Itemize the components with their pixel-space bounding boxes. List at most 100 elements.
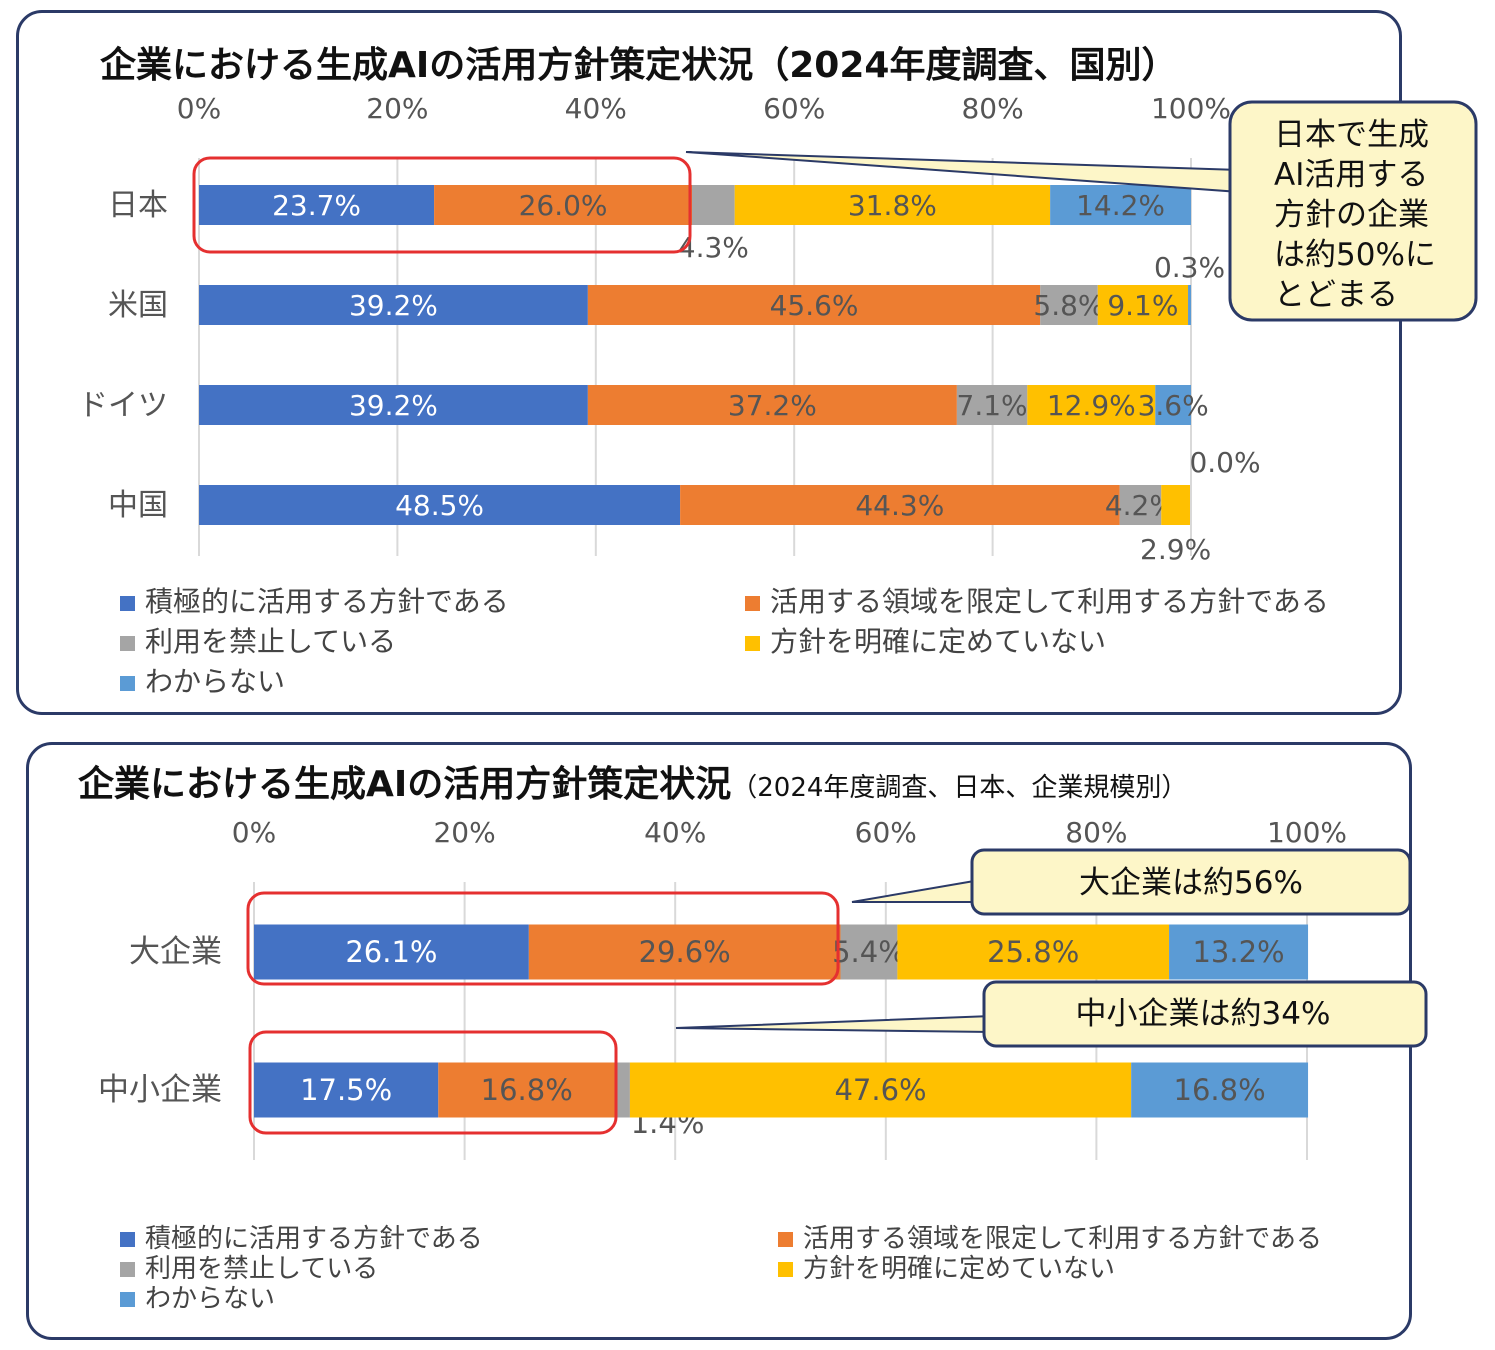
x-tick-label-1-0: 0%: [232, 816, 276, 849]
bar-segment-0-0-4: [1050, 185, 1191, 225]
data-label-0-3-0: 48.5%: [395, 489, 484, 522]
bar-segment-0-0-2: [692, 185, 735, 225]
chart-title-size-main: 企業における生成AIの活用方針策定状況: [78, 764, 732, 805]
legend-label-0-0: 積極的に活用する方針である: [145, 585, 509, 618]
data-label-0-2-4: 3.6%: [1138, 389, 1209, 422]
legend-swatch-0-0: [120, 595, 135, 611]
data-label-0-0-4: 14.2%: [1076, 189, 1165, 222]
callout-box-sme: [982, 980, 1428, 1048]
legend-label-1-1: 活用する領域を限定して利用する方針である: [803, 1224, 1322, 1254]
data-label-1-0-0: 26.1%: [345, 935, 437, 969]
bar-segment-0-3-1: [680, 485, 1120, 525]
category-label-0-3: 中国: [108, 488, 168, 523]
data-label-1-1-0: 17.5%: [300, 1073, 392, 1107]
bar-segment-1-1-4: [1131, 1062, 1309, 1118]
bar-segment-0-0-1: [434, 185, 693, 225]
bar-segment-1-0-0: [254, 924, 529, 980]
category-label-1-0: 大企業: [129, 934, 222, 970]
data-label-0-3-4: 0.0%: [1189, 446, 1260, 479]
data-label-1-1-1: 16.8%: [481, 1073, 573, 1107]
bar-segment-0-3-2: [1119, 485, 1162, 525]
callout-text-japan-line-2: 方針の企業: [1274, 197, 1429, 233]
category-label-1-1: 中小企業: [98, 1072, 222, 1108]
data-label-0-1-3: 9.1%: [1107, 289, 1178, 322]
data-label-0-0-3: 31.8%: [848, 189, 937, 222]
bar-segment-0-1-2: [1040, 285, 1098, 325]
data-label-0-0-2: 4.3%: [678, 231, 749, 264]
legend-swatch-0-1: [745, 595, 760, 611]
highlight-box-japan: [192, 156, 692, 254]
legend-swatch-0-3: [745, 635, 760, 651]
callout-text-japan-line-1: AI活用する: [1274, 157, 1428, 193]
bar-segment-1-1-0: [254, 1062, 439, 1118]
chart-subtitle-size: （2024年度調査、日本、企業規模別）: [731, 773, 1188, 803]
bar-segment-0-2-1: [587, 385, 957, 425]
x-tick-label-1-4: 80%: [1065, 816, 1127, 849]
bar-segment-0-1-3: [1097, 285, 1189, 325]
category-label-0-0: 日本: [108, 188, 168, 223]
data-label-0-1-0: 39.2%: [349, 289, 438, 322]
legend-swatch-0-4: [120, 675, 135, 691]
legend-swatch-1-0: [120, 1232, 135, 1247]
legend-label-1-4: わからない: [145, 1284, 276, 1314]
bar-segment-1-0-2: [840, 924, 898, 980]
chart-title-country: 企業における生成AIの活用方針策定状況（2024年度調査、国別）: [100, 45, 1178, 86]
category-label-0-2: ドイツ: [78, 388, 168, 423]
x-tick-label-0-4: 80%: [961, 92, 1023, 125]
data-label-0-1-4: 0.3%: [1154, 251, 1225, 284]
legend-item-0-0: 積極的に活用する方針である: [120, 580, 509, 620]
data-label-1-1-3: 47.6%: [834, 1073, 926, 1107]
highlight-box-sme: [248, 1030, 618, 1135]
data-label-1-0-1: 29.6%: [639, 935, 731, 969]
legend-label-0-2: 利用を禁止している: [145, 625, 397, 658]
bar-segment-1-0-1: [528, 924, 841, 980]
category-label-0-1: 米国: [108, 288, 168, 323]
legend-label-0-3: 方針を明確に定めていない: [770, 625, 1107, 658]
data-label-0-3-3: 2.9%: [1140, 533, 1211, 566]
x-tick-label-1-3: 60%: [855, 816, 917, 849]
legend-item-1-2: 利用を禁止している: [120, 1248, 378, 1285]
legend-item-1-0: 積極的に活用する方針である: [120, 1218, 483, 1255]
legend-swatch-1-1: [778, 1232, 793, 1247]
callout-joint-sme: [986, 1014, 998, 1034]
data-label-1-1-4: 16.8%: [1174, 1073, 1266, 1107]
data-label-1-0-4: 13.2%: [1192, 935, 1284, 969]
legend-swatch-1-2: [120, 1262, 135, 1277]
callout-text-large: 大企業は約56%: [1079, 865, 1303, 901]
data-label-1-0-2: 5.4%: [832, 935, 906, 969]
data-label-0-1-2: 5.8%: [1033, 289, 1104, 322]
callout-text-japan-line-4: とどまる: [1274, 277, 1398, 313]
data-label-0-0-0: 23.7%: [272, 189, 361, 222]
x-tick-label-1-2: 40%: [644, 816, 706, 849]
data-label-0-2-2: 7.1%: [957, 389, 1028, 422]
bar-segment-0-2-4: [1155, 385, 1191, 425]
bar-segment-1-0-4: [1169, 924, 1309, 980]
x-tick-label-0-3: 60%: [763, 92, 825, 125]
legend-label-1-2: 利用を禁止している: [145, 1254, 379, 1284]
bar-segment-0-1-1: [587, 285, 1041, 325]
x-tick-label-0-1: 20%: [366, 92, 428, 125]
data-label-0-2-3: 12.9%: [1047, 389, 1136, 422]
highlight-box-large: [246, 891, 840, 986]
legend-label-0-4: わからない: [145, 665, 286, 698]
data-label-0-1-1: 45.6%: [770, 289, 859, 322]
bar-segment-0-2-2: [956, 385, 1028, 425]
legend-label-1-3: 方針を明確に定めていない: [803, 1254, 1116, 1284]
data-label-1-0-3: 25.8%: [987, 935, 1079, 969]
callout-joint-large: [974, 882, 986, 900]
legend-label-0-1: 活用する領域を限定して利用する方針である: [770, 585, 1329, 618]
bar-segment-0-2-0: [199, 385, 588, 425]
bar-segment-0-1-4: [1188, 285, 1191, 325]
legend-label-1-0: 積極的に活用する方針である: [145, 1224, 483, 1254]
bar-segment-1-1-2: [615, 1062, 630, 1118]
legend-item-1-3: 方針を明確に定めていない: [778, 1248, 1115, 1285]
bar-segment-1-1-1: [438, 1062, 616, 1118]
x-tick-label-0-5: 100%: [1151, 92, 1231, 125]
bar-segment-0-0-3: [734, 185, 1051, 225]
callout-box-japan: [1228, 100, 1478, 322]
data-label-0-3-1: 44.3%: [855, 489, 944, 522]
x-tick-label-0-2: 40%: [565, 92, 627, 125]
bar-segment-0-3-0: [199, 485, 681, 525]
data-label-0-2-0: 39.2%: [349, 389, 438, 422]
